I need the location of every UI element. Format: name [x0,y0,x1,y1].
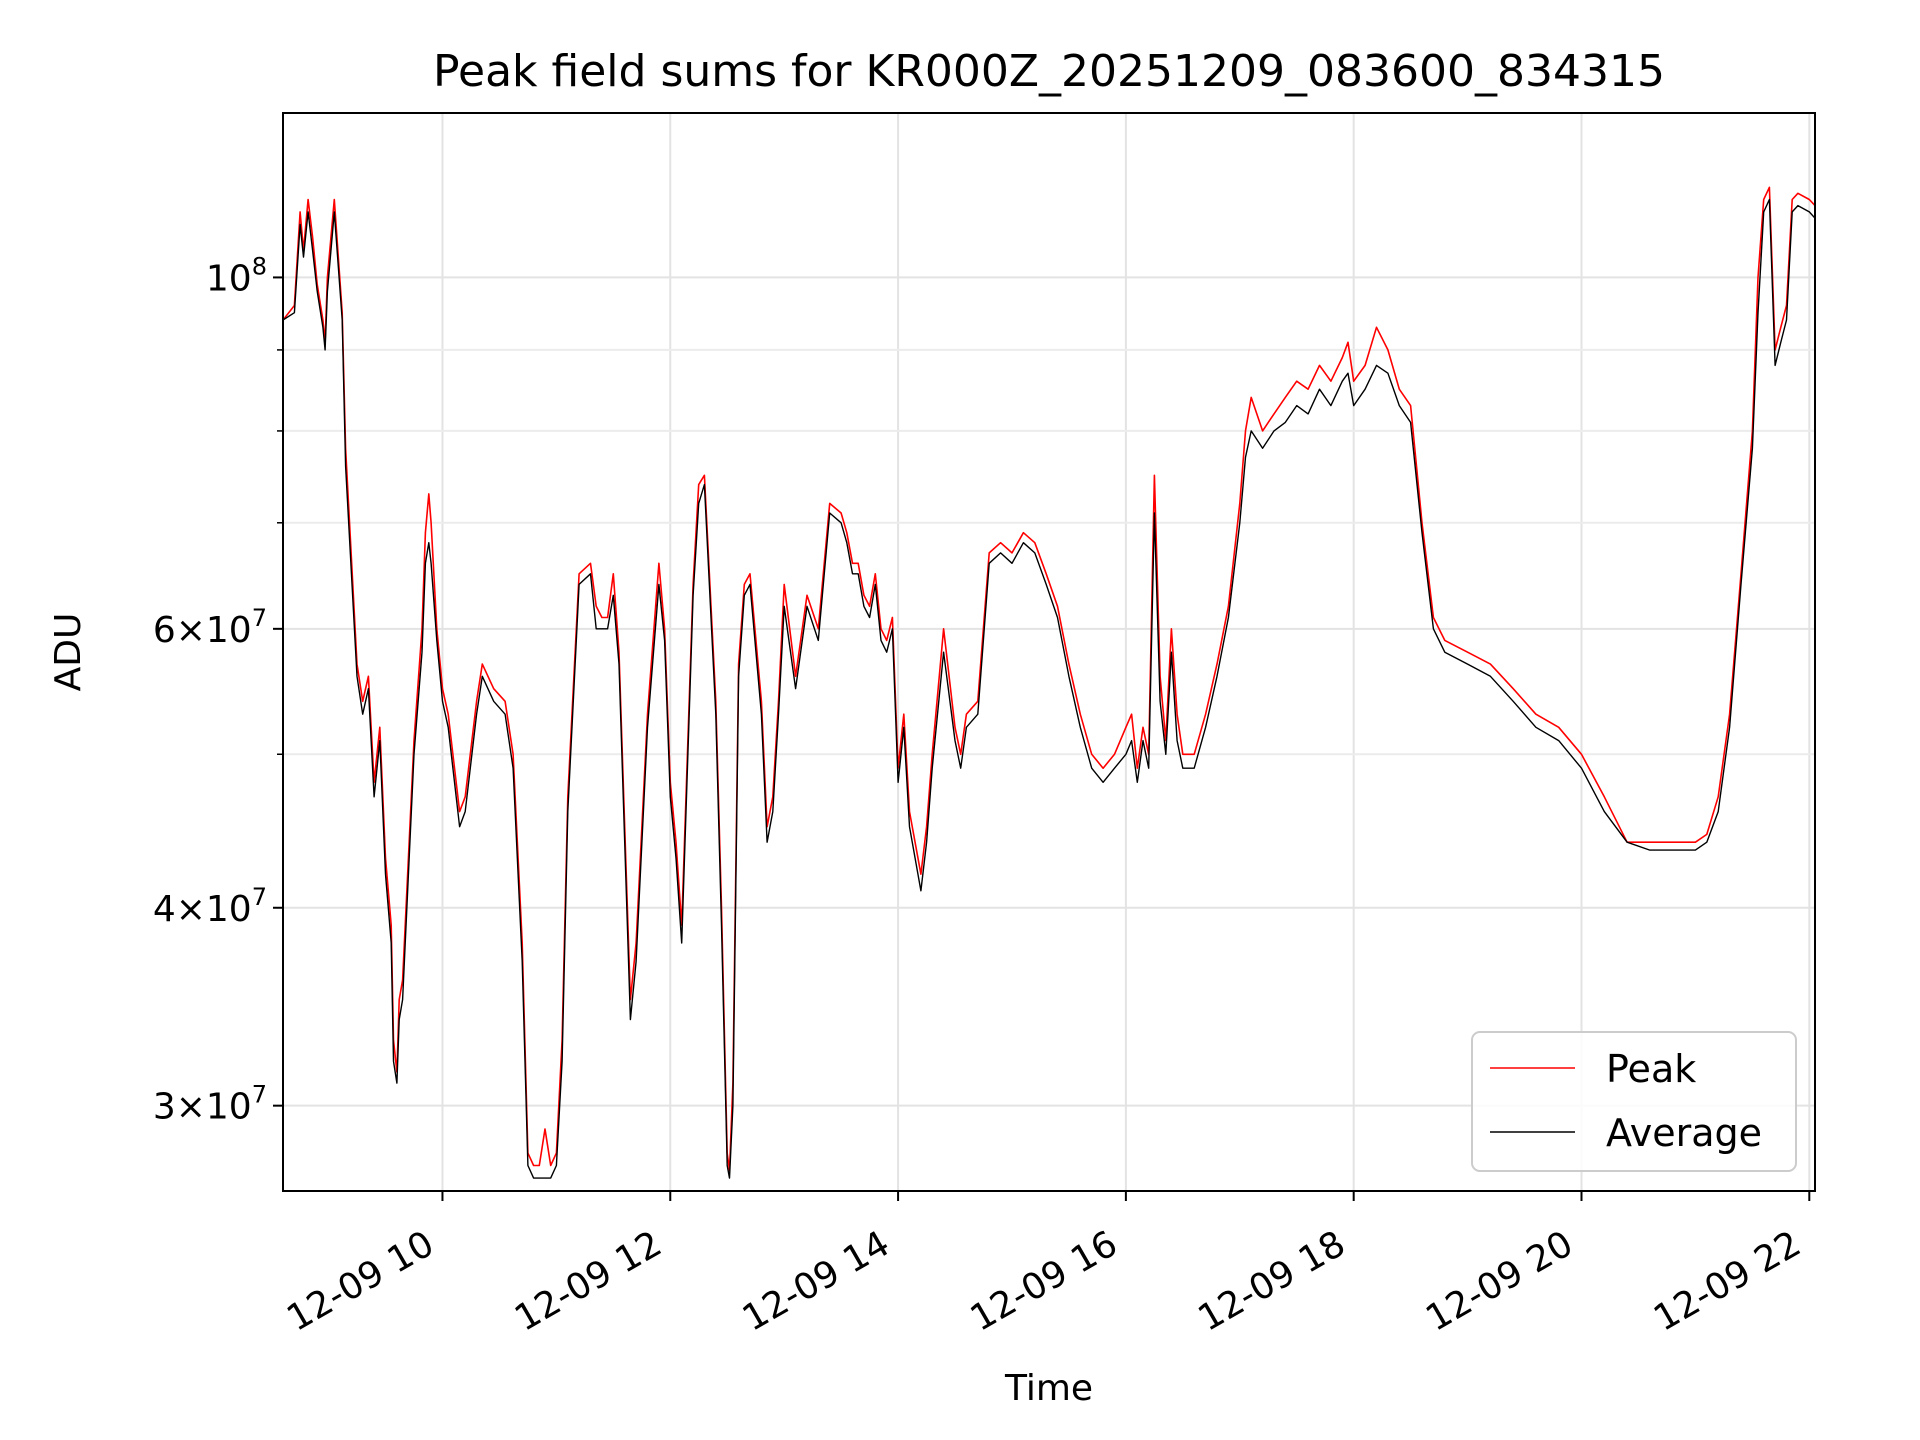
grid [283,113,1815,1191]
chart-title: Peak field sums for KR000Z_20251209_0836… [433,46,1665,97]
y-tick-label: 4×107 [153,883,267,930]
y-tick-label: 6×107 [153,604,267,651]
legend: Peak Average [1471,1031,1797,1172]
y-axis-title: ADU [48,613,89,692]
legend-box [1471,1031,1797,1172]
legend-average-label: Average [1606,1111,1762,1155]
series-line-average [283,198,1815,1179]
y-tick-label: 3×107 [153,1081,267,1128]
plot-frame [282,112,1816,1192]
legend-peak-label: Peak [1606,1047,1696,1091]
series-line-peak [283,186,1815,1172]
x-axis-title: Time [1004,1368,1093,1409]
series-lines [283,186,1815,1179]
